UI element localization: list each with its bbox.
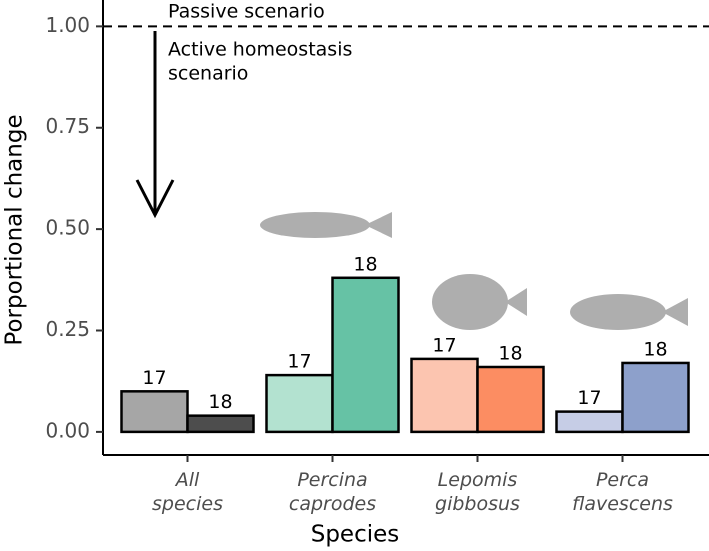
- x-tick-label-line: caprodes: [289, 493, 376, 515]
- x-tick-label-line: Percina: [297, 469, 367, 491]
- data-label: 18: [208, 391, 232, 413]
- bar: [265, 373, 334, 434]
- data-label: 17: [577, 387, 601, 409]
- x-tick-label: Perca flavescens: [572, 469, 673, 515]
- annotation: scenario: [168, 63, 248, 85]
- y-tick-label: 0.75: [45, 114, 90, 138]
- data-label: 17: [287, 351, 311, 373]
- data-label: 18: [353, 253, 377, 275]
- bar: [621, 361, 690, 434]
- x-tick-label: Percina caprodes: [289, 469, 376, 515]
- y-tick-label: 1.00: [45, 13, 90, 37]
- data-label: 18: [643, 338, 667, 360]
- annotation: Active homeostasis: [168, 39, 352, 61]
- fish-icons: [260, 212, 688, 330]
- bar: [410, 357, 479, 434]
- bar: [186, 414, 255, 434]
- y-tick-label: 0.00: [45, 418, 90, 442]
- arrow: [135, 31, 175, 219]
- y-tick-label: 0.50: [45, 216, 90, 240]
- data-label: 17: [142, 367, 166, 389]
- x-tick-label-line: Perca: [596, 469, 649, 491]
- annotation: Passive scenario: [168, 1, 325, 23]
- x-tick-label-line: species: [152, 493, 223, 515]
- data-label: 18: [498, 343, 522, 365]
- x-tick-label-line: flavescens: [572, 493, 673, 515]
- bar: [476, 365, 545, 434]
- x-tick-label-line: All: [174, 469, 200, 491]
- bar: [555, 410, 624, 434]
- x-tick-label: All species: [152, 469, 223, 515]
- x-axis-title: Species: [311, 522, 400, 548]
- x-tick-label-line: Lepomis: [438, 469, 518, 491]
- y-tick-label: 0.25: [45, 317, 90, 341]
- x-tick-label-line: gibbosus: [435, 493, 520, 515]
- bar: [331, 276, 400, 434]
- x-tick-label: Lepomis gibbosus: [435, 469, 520, 515]
- bar: [120, 390, 189, 434]
- data-label: 17: [432, 334, 456, 356]
- y-axis-title: Porportional change: [2, 114, 28, 345]
